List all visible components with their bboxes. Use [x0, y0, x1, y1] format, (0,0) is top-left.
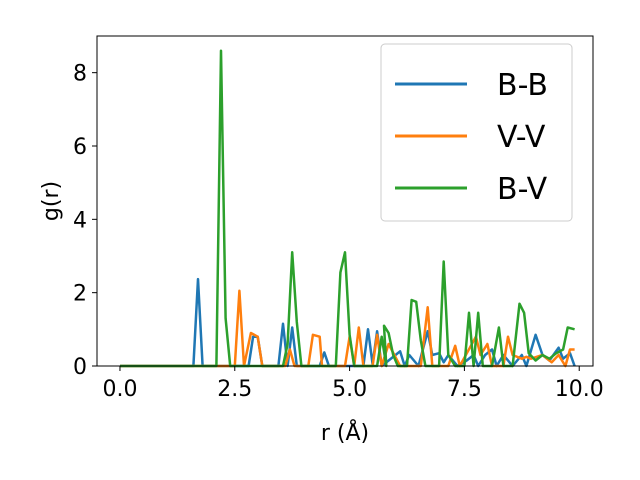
- y-tick-label: 6: [73, 135, 87, 160]
- legend-frame: [380, 43, 573, 222]
- x-axis-label: r (Å): [321, 419, 369, 446]
- legend: B-B V-V B-V: [380, 43, 573, 222]
- plot-frame: [96, 35, 594, 367]
- x-axis: 0.0 2.5 5.0 7.5 10.0: [102, 366, 604, 402]
- x-tick-label: 5.0: [332, 377, 367, 402]
- x-tick-label: 2.5: [217, 377, 252, 402]
- y-tick-label: 2: [73, 282, 87, 307]
- x-tick-label: 0.0: [102, 377, 137, 402]
- legend-label-b-v: B-V: [497, 172, 548, 207]
- legend-label-b-b: B-B: [497, 68, 548, 103]
- x-tick-label: 7.5: [447, 377, 482, 402]
- y-axis: 0 2 4 6 8: [73, 62, 97, 380]
- y-tick-label: 4: [73, 208, 87, 233]
- y-tick-label: 8: [73, 62, 87, 87]
- x-tick-label: 10.0: [555, 377, 604, 402]
- series-line-b-v: [120, 49, 575, 368]
- y-tick-label: 0: [73, 355, 87, 380]
- legend-label-v-v: V-V: [497, 120, 546, 155]
- y-axis-label: g(r): [39, 181, 64, 221]
